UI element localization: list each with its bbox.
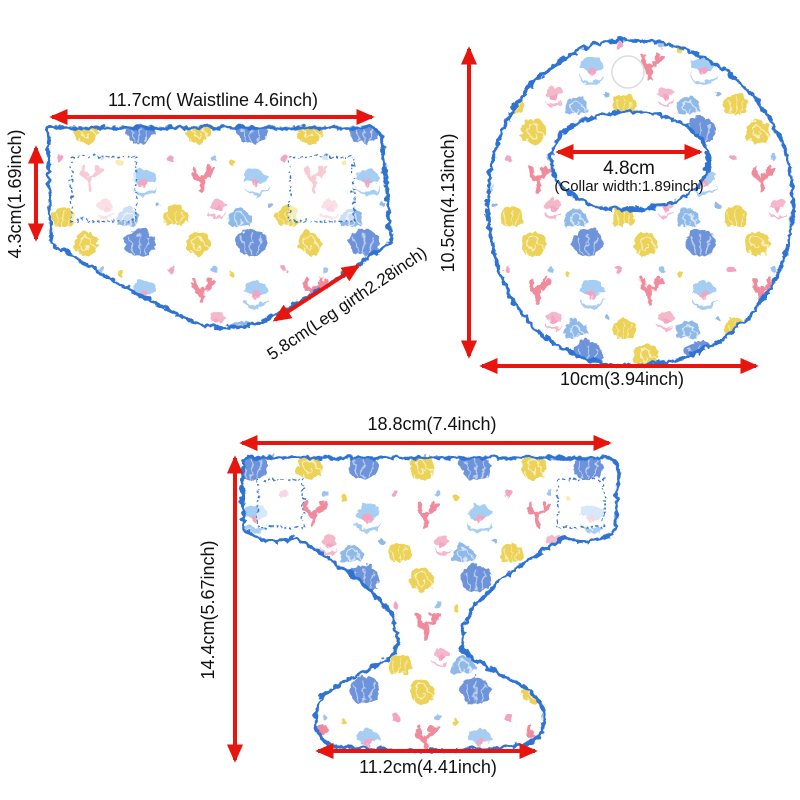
bodysuit-left-fastener-patch [255,477,303,527]
diaper-leg-girth-arrow [272,264,361,322]
bodysuit-top-width-label: 18.8cm(7.4inch) [367,414,496,434]
bib-height-label: 10.5cm(4.13inch) [438,133,458,272]
bib-collar-width-value: 4.8cm [603,158,655,179]
diaper-waistline-label: 11.7cm( Waistline 4.6inch) [108,90,318,110]
diaper-figure [44,124,391,328]
bodysuit-height-label: 14.4cm(5.67inch) [198,540,218,679]
bodysuit-right-fastener-patch [555,477,603,527]
bib-bottom-width-label: 10cm(3.94inch) [560,369,684,389]
bib-snap-button [611,55,645,89]
bib-figure [484,36,793,366]
diaper-height-label: 4.3cm(1.69inch) [5,129,25,258]
bodysuit-bottom-width-label: 11.2cm(4.41inch) [359,757,497,777]
diaper-left-fastener-patch [69,154,135,220]
bib-fabric [484,36,793,366]
bodysuit-figure [238,454,618,751]
diaper-right-fastener-patch [287,154,353,220]
bib-collar-width-note: (Collar width:1.89inch) [554,178,703,195]
